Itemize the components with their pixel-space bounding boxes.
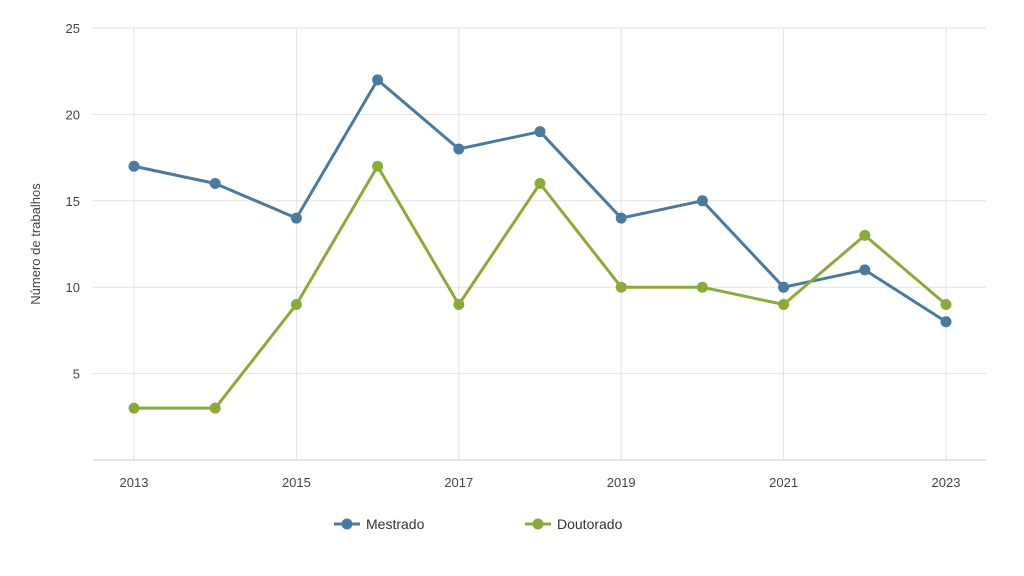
y-tick-label: 10: [66, 280, 80, 295]
x-axis-tick-labels: 2013 2015 2017 2019 2021 2023: [120, 475, 961, 490]
x-tick-label: 2023: [932, 475, 961, 490]
data-point[interactable]: [859, 229, 871, 241]
legend-item-doutorado[interactable]: Doutorado: [525, 516, 623, 532]
data-point[interactable]: [696, 195, 708, 207]
y-tick-label: 25: [66, 21, 80, 36]
data-point[interactable]: [372, 160, 384, 172]
x-tick-label: 2013: [120, 475, 149, 490]
data-point[interactable]: [290, 298, 302, 310]
x-tick-label: 2021: [769, 475, 798, 490]
legend-item-mestrado[interactable]: Mestrado: [334, 516, 425, 532]
legend-marker: [532, 518, 544, 530]
grid-lines: [93, 27, 986, 460]
data-point[interactable]: [209, 402, 221, 414]
data-point[interactable]: [615, 212, 627, 224]
data-point[interactable]: [940, 316, 952, 328]
data-point[interactable]: [778, 298, 790, 310]
y-axis-tick-labels: 5 10 15 20 25: [66, 21, 80, 382]
x-tick-label: 2015: [282, 475, 311, 490]
data-point[interactable]: [453, 143, 465, 155]
data-point[interactable]: [372, 74, 384, 86]
x-tick-label: 2017: [444, 475, 473, 490]
data-point[interactable]: [859, 264, 871, 276]
series-group: [128, 74, 952, 414]
data-point[interactable]: [290, 212, 302, 224]
data-point[interactable]: [128, 402, 140, 414]
data-point[interactable]: [453, 298, 465, 310]
legend-label: Doutorado: [557, 516, 623, 532]
data-point[interactable]: [128, 160, 140, 172]
y-tick-label: 5: [73, 367, 80, 382]
y-tick-label: 15: [66, 194, 80, 209]
x-tick-label: 2019: [607, 475, 636, 490]
data-point[interactable]: [534, 178, 546, 190]
series-doutorado: [128, 160, 952, 414]
data-point[interactable]: [696, 281, 708, 293]
data-point[interactable]: [534, 126, 546, 138]
y-tick-label: 20: [66, 107, 80, 122]
legend-label: Mestrado: [366, 516, 425, 532]
data-point[interactable]: [940, 298, 952, 310]
data-point[interactable]: [778, 281, 790, 293]
legend: Mestrado Doutorado: [334, 516, 623, 532]
y-axis-title: Número de trabalhos: [28, 183, 43, 305]
data-point[interactable]: [209, 178, 221, 190]
data-point[interactable]: [615, 281, 627, 293]
legend-marker: [341, 518, 353, 530]
